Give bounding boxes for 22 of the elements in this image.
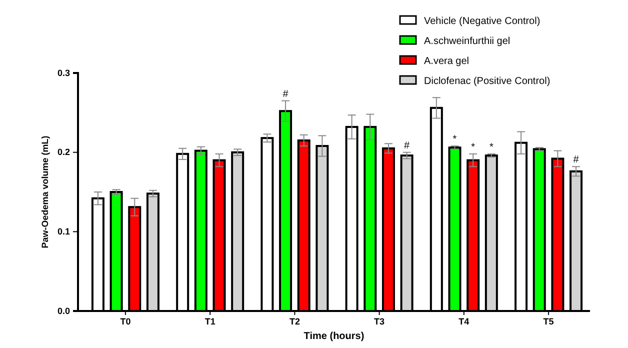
y-tick-label: 0.0 [57, 306, 70, 316]
legend-label: A.schweinfurthii gel [424, 36, 510, 47]
annotation: # [573, 154, 580, 166]
y-tick-label: 0.2 [57, 147, 70, 158]
y-axis-title: Paw-Oedema volume (mL) [40, 136, 50, 248]
annotation: * [452, 134, 457, 145]
x-tick-label: T4 [458, 316, 470, 326]
x-tick-label: T3 [374, 316, 385, 326]
annotation: * [471, 142, 476, 153]
y-tick-label: 0.1 [57, 226, 70, 237]
annotation: # [282, 88, 289, 100]
x-axis-title: Time (hours) [304, 331, 364, 342]
legend-label: A.vera gel [424, 56, 470, 67]
annotation: # [404, 140, 410, 152]
y-tick-label: 0.3 [57, 68, 70, 78]
legend-label: Diclofenac (Positive Control) [424, 76, 550, 87]
x-tick-label: T0 [120, 316, 131, 326]
x-tick-label: T1 [204, 316, 216, 326]
x-tick-label: T2 [289, 316, 300, 326]
annotation: * [489, 142, 494, 153]
legend-label: Vehicle (Negative Control) [424, 16, 540, 27]
x-tick-label: T5 [543, 316, 554, 326]
